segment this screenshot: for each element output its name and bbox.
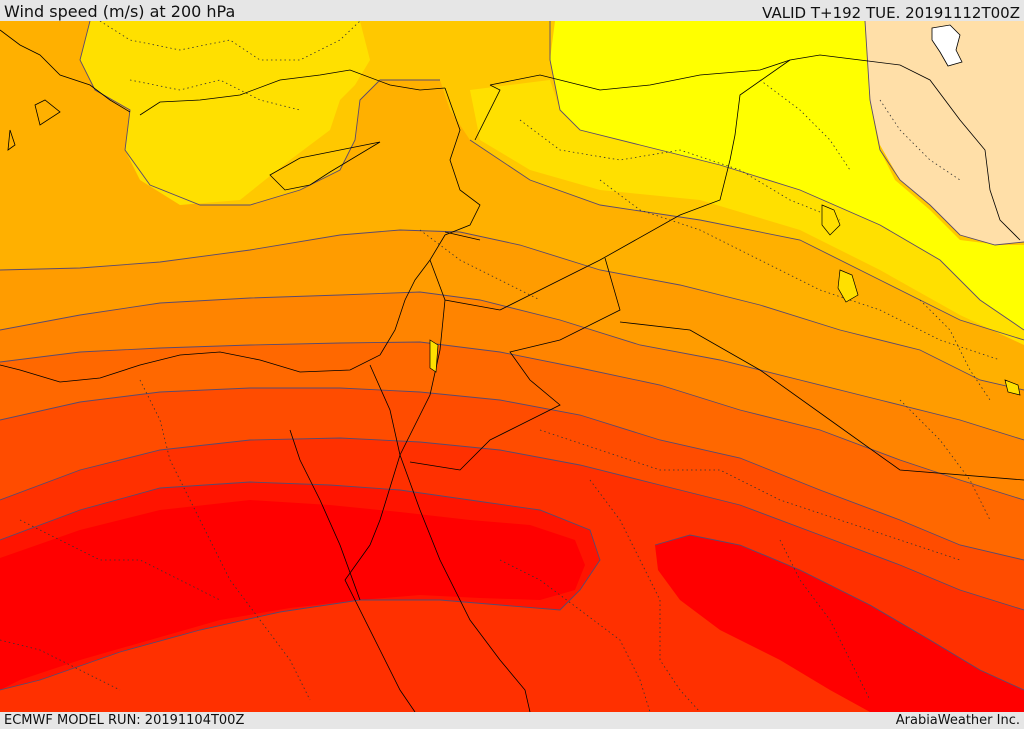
lake-shape [931,24,963,67]
header-bar: Wind speed (m/s) at 200 hPa VALID T+192 … [0,0,1024,22]
map-title: Wind speed (m/s) at 200 hPa [4,2,236,21]
contour-lines [0,21,1024,691]
band-deep-red-east [655,535,1024,712]
model-run-label: ECMWF MODEL RUN: 20191104T00Z [4,713,245,728]
band-yellow [550,21,1024,330]
credit-label: ArabiaWeather Inc. [895,713,1020,728]
wind-speed-map[interactable] [0,21,1024,712]
map-canvas [0,21,1024,712]
coastlines-and-borders [0,29,1024,712]
band-gold-north [80,21,370,205]
band-gold-east [470,80,1024,345]
admin-boundaries [0,21,1001,712]
small-islands [429,204,1021,396]
band-wheat [865,21,1024,245]
valid-time-label: VALID T+192 TUE. 20191112T00Z [762,4,1020,22]
band-deep-red-west [0,500,585,690]
footer-bar: ECMWF MODEL RUN: 20191104T00Z ArabiaWeat… [0,712,1024,729]
